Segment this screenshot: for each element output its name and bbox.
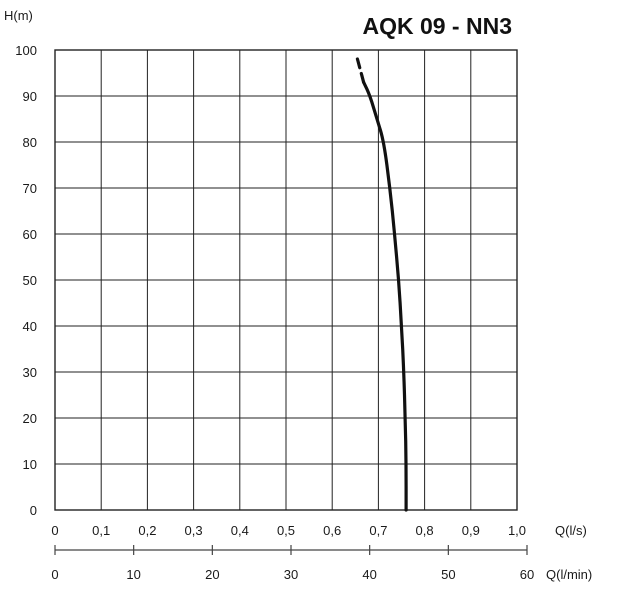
pump-curve-line	[362, 80, 408, 512]
curve-extrapolated-segment	[354, 53, 366, 84]
x-axis-label: Q(l/s)	[555, 523, 587, 538]
x-tick-label: 0,2	[138, 523, 156, 538]
secondary-x-tick-label: 20	[205, 567, 219, 582]
x-tick-label: 0,6	[323, 523, 341, 538]
secondary-x-tick-label: 30	[284, 567, 298, 582]
secondary-x-tick-label: 0	[51, 567, 58, 582]
y-tick-label: 20	[23, 411, 37, 426]
secondary-x-tick-label: 60	[520, 567, 534, 582]
y-tick-label: 10	[23, 457, 37, 472]
secondary-x-tick-label: 50	[441, 567, 455, 582]
secondary-x-tick-label: 10	[126, 567, 140, 582]
x-tick-label: 1,0	[508, 523, 526, 538]
chart-title: AQK 09 - NN3	[362, 13, 512, 39]
x-tick-label: 0,8	[416, 523, 434, 538]
y-tick-label: 80	[23, 135, 37, 150]
curve-layer	[354, 53, 408, 512]
y-tick-label: 70	[23, 181, 37, 196]
grid	[55, 50, 517, 510]
x-tick-label: 0,7	[369, 523, 387, 538]
secondary-x-axis: 0 10 20 30 40 50 60	[51, 545, 534, 582]
y-axis-label: H(m)	[4, 8, 33, 23]
x-tick-labels: 0 0,1 0,2 0,3 0,4 0,5 0,6 0,7 0,8 0,9 1,0	[51, 523, 526, 538]
y-tick-labels: 0 10 20 30 40 50 60 70 80 90 100	[15, 43, 37, 518]
y-tick-label: 30	[23, 365, 37, 380]
y-tick-label: 50	[23, 273, 37, 288]
y-tick-label: 0	[30, 503, 37, 518]
y-tick-label: 90	[23, 89, 37, 104]
secondary-x-tick-label: 40	[362, 567, 376, 582]
plot-frame	[54, 49, 518, 511]
x-tick-label: 0	[51, 523, 58, 538]
secondary-x-axis-label: Q(l/min)	[546, 567, 592, 582]
y-tick-label: 100	[15, 43, 37, 58]
x-tick-label: 0,1	[92, 523, 110, 538]
x-tick-label: 0,3	[185, 523, 203, 538]
y-tick-label: 60	[23, 227, 37, 242]
x-tick-label: 0,9	[462, 523, 480, 538]
x-tick-label: 0,4	[231, 523, 249, 538]
y-tick-label: 40	[23, 319, 37, 334]
x-tick-label: 0,5	[277, 523, 295, 538]
